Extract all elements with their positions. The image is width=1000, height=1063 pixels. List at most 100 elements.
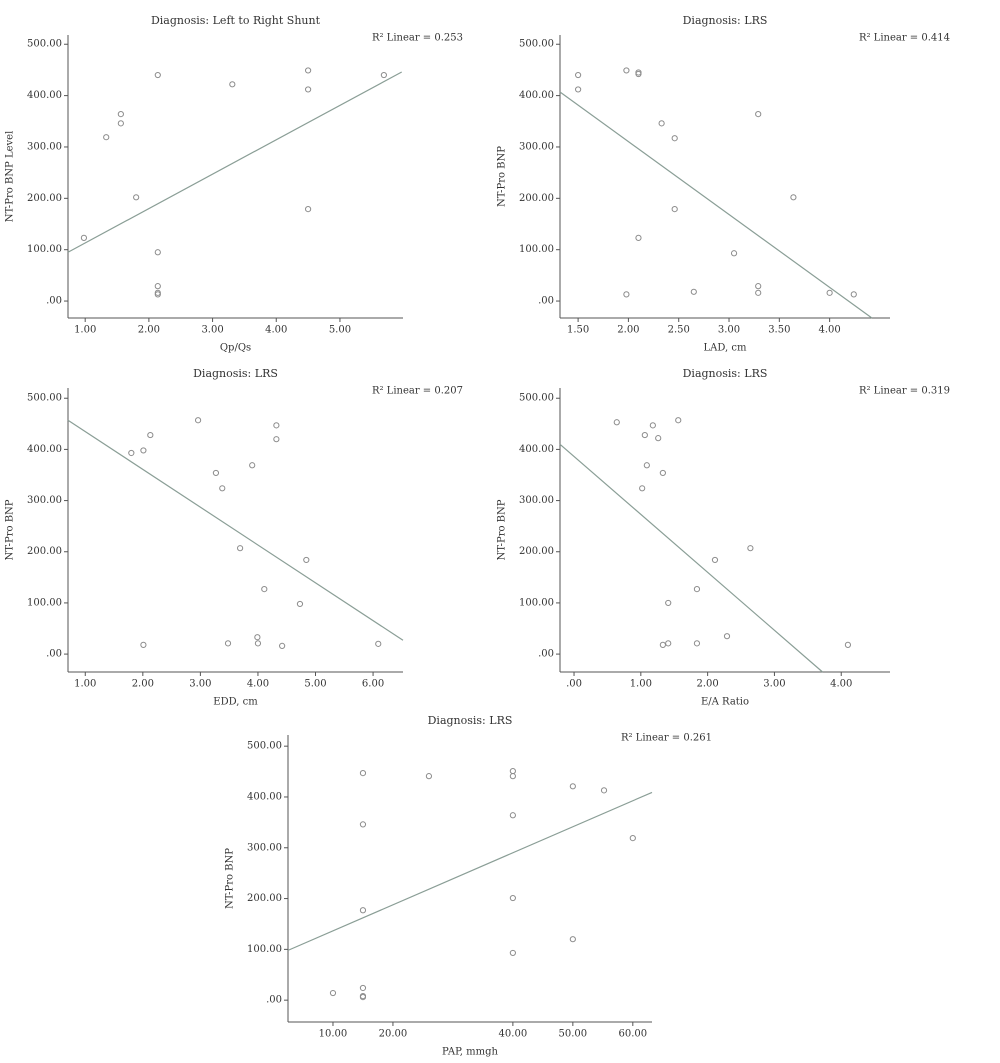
data-point (509, 773, 516, 780)
data-point (359, 907, 367, 914)
y-tick-label: 500.00 (27, 393, 62, 404)
y-tick-label: 300.00 (519, 141, 554, 152)
data-point (730, 250, 738, 257)
data-point (359, 821, 367, 828)
data-point (261, 586, 268, 593)
data-point (643, 462, 650, 469)
data-point (671, 135, 678, 142)
data-point (329, 989, 337, 997)
y-tick-label: 100.00 (519, 244, 554, 255)
y-tick-label: 200.00 (247, 893, 282, 904)
data-point (194, 417, 202, 424)
data-point (659, 469, 666, 477)
chart-title: Diagnosis: LRS (428, 714, 513, 727)
data-point (755, 110, 762, 118)
y-tick-label: 200.00 (519, 546, 554, 557)
chart-title: Diagnosis: LRS (193, 367, 278, 380)
data-point (629, 835, 636, 842)
fit-line (559, 443, 823, 673)
y-tick-label: 300.00 (519, 495, 554, 506)
r-squared: R² Linear = 0.414 (859, 33, 950, 44)
data-point (671, 206, 678, 213)
data-point (635, 70, 642, 78)
data-point (575, 86, 582, 93)
y-tick-label: 500.00 (247, 741, 282, 752)
data-point (575, 71, 582, 79)
r-squared: R² Linear = 0.261 (621, 733, 712, 744)
data-point (154, 291, 161, 298)
data-point (359, 984, 367, 992)
data-point (623, 291, 630, 298)
data-point (641, 431, 648, 439)
data-point (229, 81, 236, 88)
x-tick-label: 4.00 (830, 679, 852, 690)
y-tick-label: 400.00 (247, 791, 282, 802)
data-point (117, 120, 124, 127)
y-tick-label: 500.00 (519, 39, 554, 50)
data-point (140, 447, 147, 454)
data-point (375, 640, 382, 647)
y-axis-label: NT-Pro BNP (225, 848, 236, 909)
fit-line (67, 71, 403, 253)
y-tick-label: 100.00 (247, 944, 282, 955)
y-tick-label: .00 (538, 649, 554, 660)
data-point (509, 949, 516, 957)
y-tick-label: 300.00 (27, 495, 62, 506)
data-point (273, 436, 280, 443)
data-point (296, 600, 304, 608)
data-point (80, 234, 88, 241)
data-point (790, 194, 797, 201)
data-point (665, 640, 672, 647)
data-point (613, 419, 620, 426)
data-point (747, 545, 754, 552)
y-tick-label: 300.00 (247, 842, 282, 853)
x-tick-label: 2.00 (138, 325, 160, 336)
data-point (305, 86, 312, 93)
x-tick-label: 50.00 (559, 1029, 588, 1040)
y-tick-label: 300.00 (27, 141, 62, 152)
data-point (755, 283, 762, 290)
x-tick-label: 4.00 (265, 325, 287, 336)
x-tick-label: 40.00 (499, 1029, 528, 1040)
r-squared: R² Linear = 0.207 (372, 386, 463, 397)
y-axis-label: NT-Pro BNP (497, 146, 508, 207)
x-axis-label: PAP, mmgh (442, 1047, 498, 1058)
x-tick-label: .00 (566, 679, 582, 690)
r-squared: R² Linear = 0.319 (859, 386, 950, 397)
x-tick-label: 6.00 (362, 679, 384, 690)
data-point (844, 641, 852, 648)
y-tick-label: .00 (538, 296, 554, 307)
y-tick-label: 100.00 (519, 597, 554, 608)
x-tick-label: 60.00 (618, 1029, 647, 1040)
fit-line (67, 419, 404, 641)
data-point (826, 289, 833, 296)
data-point (850, 291, 857, 298)
x-tick-label: 1.00 (74, 679, 96, 690)
data-point (755, 289, 762, 296)
data-point (133, 194, 140, 201)
x-axis-label: EDD, cm (213, 697, 258, 708)
data-point (224, 640, 232, 647)
data-point (154, 71, 161, 79)
y-tick-label: 500.00 (519, 393, 554, 404)
y-tick-label: 200.00 (519, 193, 554, 204)
data-point (359, 769, 367, 777)
data-point (509, 767, 516, 775)
data-point (639, 485, 646, 492)
data-point (655, 435, 662, 442)
y-tick-label: .00 (46, 296, 62, 307)
data-point (623, 67, 630, 74)
data-point (693, 640, 701, 647)
data-point (509, 812, 516, 819)
data-point (658, 120, 665, 127)
x-tick-label: 3.00 (718, 325, 740, 336)
data-point (273, 422, 280, 429)
y-tick-label: 400.00 (27, 444, 62, 455)
data-point (140, 641, 147, 648)
data-point (635, 234, 642, 241)
y-axis-label: NT-Pro BNP (5, 499, 16, 560)
y-axis-label: NT-Pro BNP (497, 499, 508, 560)
x-tick-label: 3.00 (189, 679, 211, 690)
data-point (675, 417, 682, 424)
